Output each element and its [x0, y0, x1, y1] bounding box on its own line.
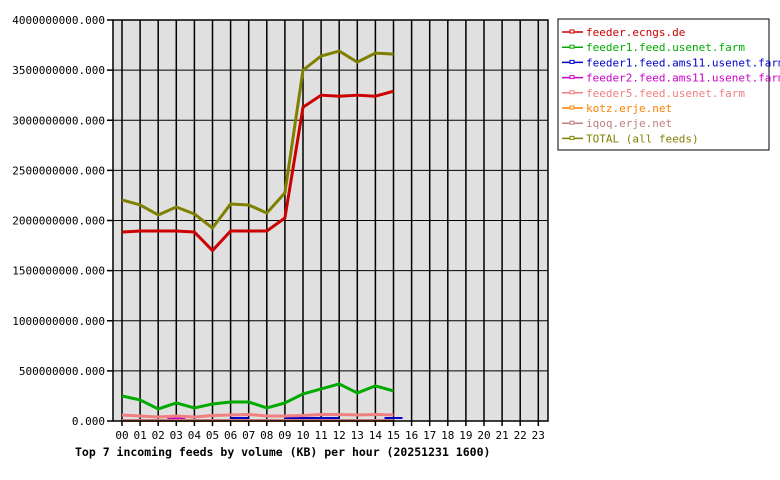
legend-box: [557, 18, 770, 151]
x-tick-label: 18: [441, 429, 454, 442]
series-line: [121, 89, 394, 253]
series-line: [121, 382, 394, 411]
x-tick-label: 02: [152, 429, 165, 442]
x-tick-label: 19: [459, 429, 472, 442]
legend-label: kotz.erje.net: [586, 102, 672, 115]
legend-label: feeder1.feed.usenet.farm: [586, 41, 745, 54]
x-tick-label: 12: [333, 429, 346, 442]
legend-label: feeder.ecngs.de: [586, 26, 685, 39]
legend-item: feeder1.feed.ams11.usenet.farm: [562, 56, 780, 69]
x-tick-label: 05: [206, 429, 219, 442]
x-tick-label: 14: [369, 429, 383, 442]
x-tick-label: 04: [188, 429, 202, 442]
x-tick-label: 08: [260, 429, 273, 442]
legend-label: iqoq.erje.net: [586, 117, 672, 130]
legend-marker: [569, 105, 575, 110]
x-tick-label: 23: [532, 429, 545, 442]
series-total-all-feeds-: [121, 49, 394, 230]
series-feeder1-feed-usenet-farm: [121, 382, 394, 411]
legend-marker: [569, 75, 575, 80]
x-tick-label: 13: [351, 429, 364, 442]
y-tick-label: 2000000000.000: [12, 215, 105, 228]
y-tick-label: 500000000.000: [19, 365, 105, 378]
legend-marker: [569, 59, 575, 64]
series-line: [121, 49, 394, 230]
y-tick-label: 3500000000.000: [12, 64, 105, 77]
legend-marker: [569, 29, 575, 34]
x-tick-label: 09: [278, 429, 291, 442]
series-line: [121, 412, 394, 419]
x-tick-label: 11: [314, 429, 327, 442]
y-tick-label: 1500000000.000: [12, 265, 105, 278]
legend-label: TOTAL (all feeds): [586, 132, 699, 145]
legend-item: feeder2.feed.ams11.usenet.farm: [562, 72, 780, 85]
legend-item: iqoq.erje.net: [562, 117, 672, 130]
chart-title: Top 7 incoming feeds by volume (KB) per …: [75, 445, 490, 459]
legend-item: feeder1.feed.usenet.farm: [562, 41, 745, 54]
series-lines: [121, 49, 403, 422]
legend-marker: [569, 44, 575, 49]
x-tick-label: 15: [387, 429, 400, 442]
legend-label: feeder2.feed.ams11.usenet.farm: [586, 72, 780, 85]
legend-item: feeder.ecngs.de: [562, 26, 685, 39]
y-tick-label: 0.000: [72, 415, 105, 428]
legend-marker: [569, 135, 575, 140]
series-feeder5-feed-usenet-farm: [121, 412, 394, 419]
x-tick-label: 22: [514, 429, 527, 442]
legend: feeder.ecngs.de feeder1.feed.usenet.farm f…: [557, 18, 780, 151]
series-feeder-ecngs-de: [121, 89, 394, 253]
x-axis: 00 01 02 03 04 05 06 07 08 09 10 11 12 13 14 15 16 17 18 19…: [115, 421, 545, 442]
y-axis: 0.000 500000000.000 1000000000.000 15000000…: [12, 14, 113, 428]
x-tick-label: 03: [170, 429, 183, 442]
legend-marker: [569, 120, 575, 125]
x-tick-label: 21: [495, 429, 508, 442]
legend-item: TOTAL (all feeds): [562, 132, 699, 145]
legend-marker: [569, 90, 575, 95]
x-tick-label: 20: [477, 429, 490, 442]
x-tick-label: 00: [115, 429, 128, 442]
x-tick-label: 06: [224, 429, 237, 442]
x-tick-label: 07: [242, 429, 255, 442]
x-tick-label: 10: [296, 429, 309, 442]
legend-label: feeder1.feed.ams11.usenet.farm: [586, 56, 780, 69]
y-tick-label: 3000000000.000: [12, 114, 105, 127]
x-tick-label: 01: [133, 429, 146, 442]
x-tick-label: 17: [423, 429, 436, 442]
x-tick-label: 16: [405, 429, 418, 442]
y-tick-label: 2500000000.000: [12, 164, 105, 177]
legend-item: feeder5.feed.usenet.farm: [562, 87, 745, 100]
y-tick-label: 4000000000.000: [12, 14, 105, 27]
legend-item: kotz.erje.net: [562, 102, 672, 115]
legend-label: feeder5.feed.usenet.farm: [586, 87, 745, 100]
y-tick-label: 1000000000.000: [12, 315, 105, 328]
